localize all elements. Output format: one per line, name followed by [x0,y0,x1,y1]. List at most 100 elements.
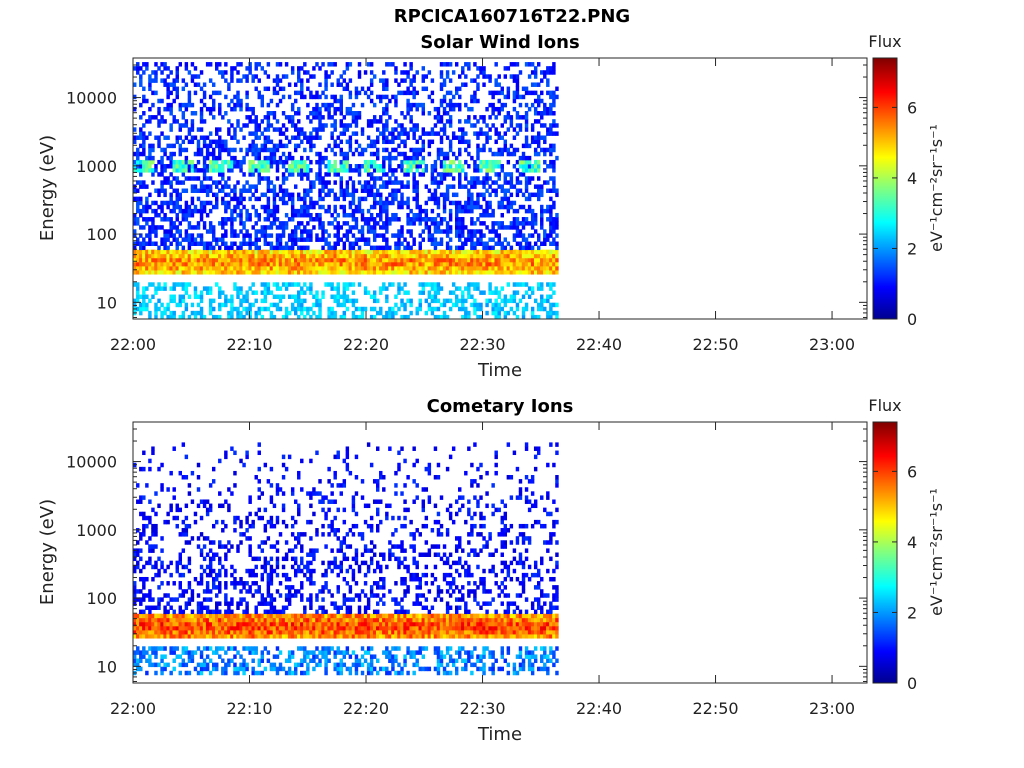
heatmap-cell [342,168,347,173]
heatmap-cell [263,286,268,291]
heatmap-cell [458,159,462,165]
heatmap-cell [187,249,192,255]
heatmap-cell [199,609,204,615]
heatmap-cell [221,265,225,271]
heatmap-cell [376,164,380,169]
heatmap-cell [394,168,398,173]
heatmap-cell [479,270,483,275]
heatmap-cell [515,111,520,116]
heatmap-cell [178,159,182,165]
heatmap-cell [208,221,213,226]
heatmap-cell [245,208,249,214]
heatmap-cell [297,265,301,271]
heatmap-cell [190,249,195,255]
heatmap-cell [515,265,520,271]
heatmap-cell [278,221,283,226]
x-axis-label: Time [477,360,522,381]
heatmap-cell [445,257,450,263]
heatmap-cell [254,196,258,202]
heatmap-cell [345,86,350,92]
heatmap-cell [136,237,140,242]
heatmap-cell [151,634,155,639]
heatmap-cell [421,106,426,112]
heatmap-cell [169,184,173,189]
heatmap-cell [154,302,158,308]
heatmap-cell [406,298,410,304]
heatmap-cell [506,257,511,263]
heatmap-cell [530,310,535,316]
heatmap-cell [533,135,538,140]
heatmap-cell [181,217,186,222]
heatmap-cell [260,249,265,255]
heatmap-cell [166,135,170,140]
heatmap-cell [263,253,268,259]
heatmap-cell [533,249,538,255]
heatmap-cell [133,221,137,226]
heatmap-cell [458,102,462,108]
heatmap-cell [382,180,386,185]
heatmap-cell [336,298,340,304]
heatmap-cell [333,257,337,263]
heatmap-cell [552,184,556,189]
heatmap-cell [187,634,192,639]
heatmap-cell [527,192,532,198]
heatmap-cell [160,225,164,230]
heatmap-cell [546,78,550,83]
heatmap-cell [369,261,374,267]
heatmap-cell [479,261,483,267]
heatmap-cell [208,241,213,246]
heatmap-cell [439,147,444,153]
heatmap-cell [208,310,213,316]
heatmap-cell [439,192,444,198]
heatmap-cell [439,270,444,275]
heatmap-cell [327,208,331,214]
heatmap-cell [315,106,319,112]
heatmap-cell [263,147,268,153]
heatmap-cell [263,164,268,169]
heatmap-cell [215,625,219,631]
heatmap-cell [236,196,240,202]
heatmap-cell [293,257,298,263]
heatmap-cell [263,217,268,222]
heatmap-cell [175,192,179,198]
heatmap-cell [208,143,213,149]
heatmap-cell [464,139,468,145]
heatmap-cell [154,286,158,291]
heatmap-cell [509,204,514,210]
heatmap-cell [406,111,410,116]
heatmap-cell [488,229,492,234]
heatmap-cell [205,249,210,255]
heatmap-cell [458,208,462,214]
heatmap-cell [208,257,213,263]
heatmap-cell [199,212,204,218]
heatmap-cell [379,115,383,120]
heatmap-cell [215,601,219,606]
heatmap-cell [281,86,286,92]
heatmap-cell [454,90,459,96]
heatmap-cell [318,115,322,120]
heatmap-cell [497,74,501,79]
heatmap-cell [533,66,538,71]
heatmap-cell [275,102,280,108]
heatmap-cell [333,159,337,165]
heatmap-cell [157,503,161,509]
heatmap-cell [324,208,328,214]
heatmap-cell [190,634,195,639]
heatmap-cell [233,147,237,153]
heatmap-cell [211,613,216,619]
heatmap-cell [196,159,201,165]
heatmap-cell [467,290,471,295]
heatmap-cell [166,82,170,87]
heatmap-cell [187,225,192,230]
heatmap-cell [172,666,176,672]
heatmap-cell [227,217,231,222]
heatmap-cell [151,613,155,619]
heatmap-cell [527,62,532,67]
heatmap-cell [476,196,480,202]
heatmap-cell [424,217,429,222]
heatmap-cell [336,143,340,149]
heatmap-cell [215,261,219,267]
heatmap-cell [218,294,222,300]
heatmap-cell [139,601,143,606]
